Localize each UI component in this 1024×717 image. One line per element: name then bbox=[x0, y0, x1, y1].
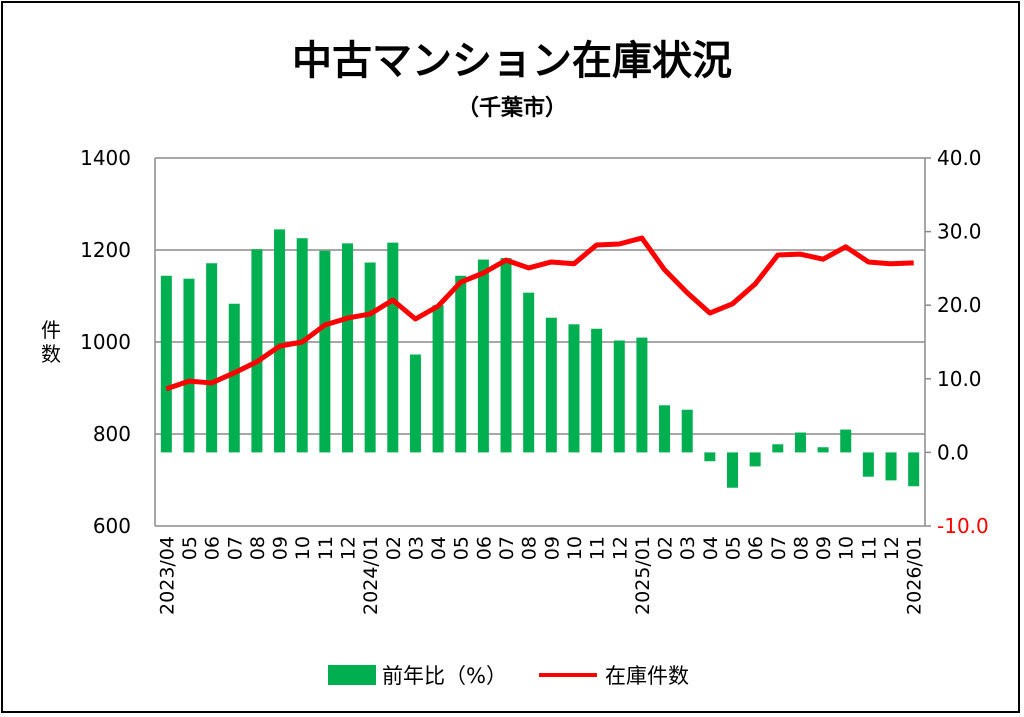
chart-title: 中古マンション在庫状況 bbox=[292, 38, 732, 84]
x-tick-label: 09 bbox=[541, 536, 563, 560]
bar bbox=[500, 258, 512, 453]
y-tick-right: 40.0 bbox=[937, 146, 982, 170]
bar bbox=[455, 275, 467, 453]
x-tick-label: 12 bbox=[881, 536, 903, 560]
x-tick-label: 07 bbox=[496, 536, 518, 560]
x-tick-label: 07 bbox=[768, 536, 790, 560]
bar bbox=[274, 229, 286, 453]
x-tick-label: 10 bbox=[836, 536, 858, 560]
y-axis-label: 件数 bbox=[41, 318, 61, 366]
y-tick-left: 800 bbox=[93, 422, 131, 446]
y-tick-left: 1000 bbox=[80, 330, 131, 354]
x-tick-label: 12 bbox=[609, 536, 631, 560]
bar bbox=[908, 452, 920, 487]
x-tick-label: 06 bbox=[202, 536, 224, 560]
bar bbox=[749, 452, 761, 467]
x-tick-label: 02 bbox=[383, 536, 405, 560]
x-tick-label: 11 bbox=[315, 536, 337, 560]
x-tick-label: 10 bbox=[564, 536, 586, 560]
bar bbox=[409, 354, 421, 453]
y-tick-right: 0.0 bbox=[937, 440, 969, 464]
y-tick-right: 30.0 bbox=[937, 220, 982, 244]
chart-subtitle: （千葉市） bbox=[456, 96, 567, 121]
bar bbox=[681, 409, 693, 453]
x-tick-label: 08 bbox=[519, 536, 541, 560]
bar bbox=[885, 452, 897, 481]
x-tick-label: 05 bbox=[179, 536, 201, 560]
y-tick-right: -10.0 bbox=[937, 514, 989, 538]
y-tick-left: 1400 bbox=[80, 146, 131, 170]
x-tick-label: 10 bbox=[292, 536, 314, 560]
bar bbox=[659, 405, 671, 453]
bar bbox=[794, 432, 806, 453]
x-tick-label: 09 bbox=[813, 536, 835, 560]
x-tick-label: 05 bbox=[451, 536, 473, 560]
bar bbox=[704, 452, 716, 462]
bar bbox=[727, 452, 738, 488]
y-tick-right: 20.0 bbox=[937, 293, 982, 317]
bar bbox=[772, 444, 784, 453]
line-series bbox=[165, 235, 914, 392]
x-tick-label: 04 bbox=[428, 536, 450, 560]
bar bbox=[862, 452, 874, 477]
y-tick-right: 10.0 bbox=[937, 367, 982, 391]
x-tick-label: 09 bbox=[270, 536, 292, 560]
x-tick-label: 2025/01 bbox=[632, 536, 654, 615]
bar bbox=[364, 262, 376, 453]
x-tick-label: 2023/04 bbox=[156, 536, 178, 615]
bar bbox=[591, 328, 603, 453]
bar bbox=[817, 447, 829, 453]
x-tick-label: 07 bbox=[224, 536, 246, 560]
x-tick-label: 06 bbox=[473, 536, 495, 560]
legend: 前年比（%） 在庫件数 bbox=[328, 660, 689, 690]
x-tick-label: 02 bbox=[655, 536, 677, 560]
bar bbox=[319, 250, 331, 453]
bar bbox=[840, 429, 852, 453]
x-tick-label: 11 bbox=[858, 536, 880, 560]
bar bbox=[342, 243, 353, 453]
bar bbox=[545, 317, 557, 453]
bar bbox=[477, 259, 489, 453]
bar bbox=[183, 278, 195, 453]
legend-label-line: 在庫件数 bbox=[604, 664, 689, 688]
bar bbox=[387, 242, 399, 453]
y-tick-left: 600 bbox=[93, 514, 131, 538]
legend-label-bar: 前年比（%） bbox=[382, 664, 507, 688]
bar bbox=[160, 275, 172, 453]
x-tick-label: 06 bbox=[745, 536, 767, 560]
x-tick-label: 08 bbox=[790, 536, 812, 560]
x-tick-label: 11 bbox=[587, 536, 609, 560]
x-tick-label: 2024/01 bbox=[360, 536, 382, 615]
x-tick-label: 03 bbox=[677, 536, 699, 560]
bar bbox=[432, 305, 444, 453]
bar bbox=[228, 303, 240, 453]
bar bbox=[636, 337, 648, 453]
bar bbox=[206, 263, 218, 453]
y-tick-left: 1200 bbox=[80, 238, 131, 262]
x-tick-label: 2026/01 bbox=[904, 536, 926, 615]
x-tick-label: 08 bbox=[247, 536, 269, 560]
x-tick-label: 12 bbox=[338, 536, 360, 560]
bar bbox=[296, 238, 308, 453]
legend-swatch-line bbox=[538, 673, 597, 677]
bar bbox=[523, 292, 535, 453]
legend-swatch-bar bbox=[328, 665, 376, 685]
x-tick-label: 05 bbox=[723, 536, 745, 560]
bar bbox=[613, 340, 625, 453]
bar bbox=[251, 249, 263, 453]
bar bbox=[568, 324, 580, 453]
x-tick-label: 04 bbox=[700, 536, 722, 560]
x-tick-label: 03 bbox=[405, 536, 427, 560]
